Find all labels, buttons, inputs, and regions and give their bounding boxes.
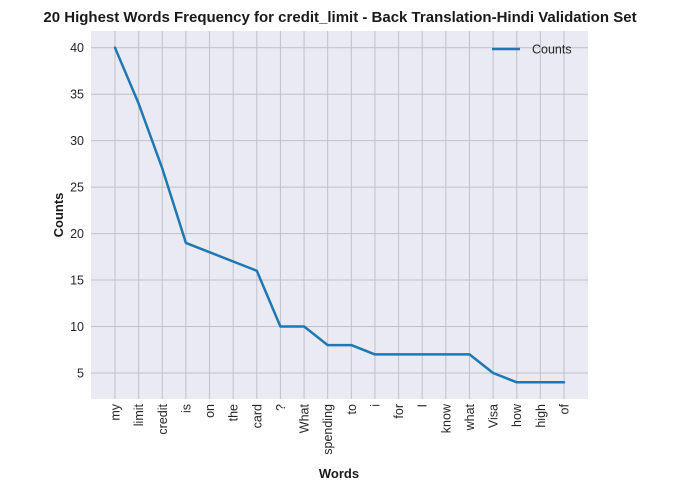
x-tick-label: limit xyxy=(132,403,146,426)
series-line-counts xyxy=(113,46,566,384)
x-tick-label: high xyxy=(534,404,548,428)
y-tick-label: 5 xyxy=(77,366,84,380)
chart-title: 20 Highest Words Frequency for credit_li… xyxy=(43,9,636,26)
x-axis-label: Words xyxy=(319,466,359,481)
series-layer xyxy=(113,46,566,384)
x-tick-label: to xyxy=(345,404,359,414)
x-tick-label: i xyxy=(368,404,382,407)
x-tick-label: for xyxy=(392,404,406,419)
legend: Counts xyxy=(492,43,572,57)
x-tick-label: Visa xyxy=(487,404,501,428)
x-tick-label: credit xyxy=(156,403,170,434)
y-tick-label: 30 xyxy=(70,134,84,148)
legend-label: Counts xyxy=(532,43,572,57)
x-tick-label: how xyxy=(510,403,524,427)
x-tick-label: I xyxy=(416,404,430,407)
x-tick-label: of xyxy=(558,403,572,414)
y-tick-labels: 5 10 15 20 25 30 35 40 xyxy=(70,41,84,380)
grid-lines xyxy=(91,31,588,399)
plot-area xyxy=(91,31,588,399)
y-tick-label: 25 xyxy=(70,181,84,195)
x-tick-labels: my limit credit is on the card? What spending to i… xyxy=(109,403,572,455)
x-tick-label: know xyxy=(439,403,453,433)
x-tick-label: my xyxy=(109,403,123,420)
y-tick-label: 40 xyxy=(70,41,84,55)
y-axis-label: Counts xyxy=(51,193,66,238)
y-tick-label: 10 xyxy=(70,320,84,334)
x-tick-label: is xyxy=(179,404,193,413)
y-tick-label: 35 xyxy=(70,88,84,102)
x-tick-label: on xyxy=(203,404,217,418)
x-tick-label: card xyxy=(250,404,264,428)
x-tick-label: What xyxy=(298,403,312,433)
x-tick-label: the xyxy=(227,404,241,421)
x-tick-label: what xyxy=(463,403,477,431)
x-tick-label: ? xyxy=(274,404,288,411)
x-tick-label: spending xyxy=(321,404,335,455)
y-tick-label: 20 xyxy=(70,227,84,241)
y-tick-label: 15 xyxy=(70,274,84,288)
